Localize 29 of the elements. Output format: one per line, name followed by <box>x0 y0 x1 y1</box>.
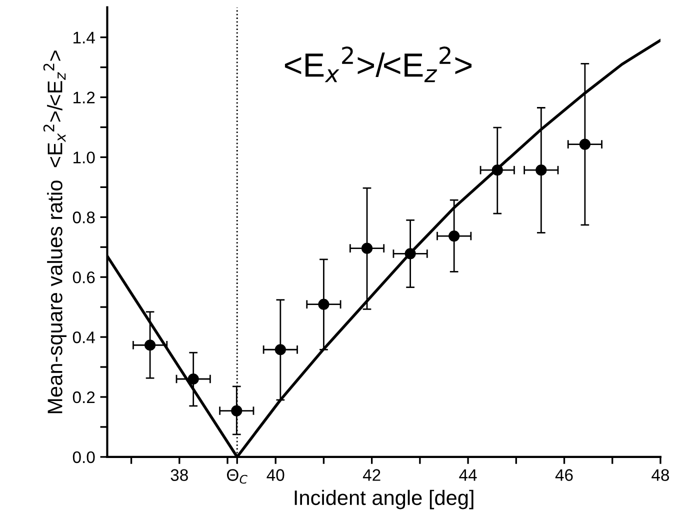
y-tick-label: 1.0 <box>74 152 95 164</box>
x-tick-label: 38 <box>170 469 188 481</box>
point <box>231 405 242 416</box>
point <box>404 248 416 260</box>
y-tick-label: 1.2 <box>74 92 95 104</box>
annotation: <E$_{x}$$^{2}$>/<E$_{z}$$^{2}$> <box>284 46 472 82</box>
point <box>274 344 286 356</box>
y-axis-title: Mean-square values ratio <E$_{x}$$^{2}$>/<E$_{z}$$^{2}$> <box>43 50 66 414</box>
point <box>448 230 460 242</box>
x-tick-label: 40 <box>266 469 284 481</box>
point <box>144 340 156 351</box>
y-tick-label: 1.4 <box>74 32 95 44</box>
x-tick-label: Θ$_{C}$ <box>226 469 248 484</box>
x-tick-label: 44 <box>459 469 477 481</box>
y-tick-label: 0.8 <box>72 212 95 224</box>
x-tick-label: 46 <box>555 469 573 481</box>
x-tick-label: 48 <box>652 469 670 481</box>
x-axis-title: Incident angle [deg] <box>294 490 474 510</box>
y-tick-label: 0.0 <box>72 451 95 464</box>
point <box>579 138 590 150</box>
point <box>536 164 547 176</box>
point <box>361 242 373 254</box>
y-tick-label: 0.2 <box>72 391 95 404</box>
y-tick-label: 0.4 <box>72 331 95 344</box>
x-tick-label: 42 <box>362 469 380 481</box>
y-tick-label: 0.6 <box>72 271 95 284</box>
point <box>188 373 199 385</box>
point <box>492 164 503 176</box>
point <box>318 298 330 310</box>
